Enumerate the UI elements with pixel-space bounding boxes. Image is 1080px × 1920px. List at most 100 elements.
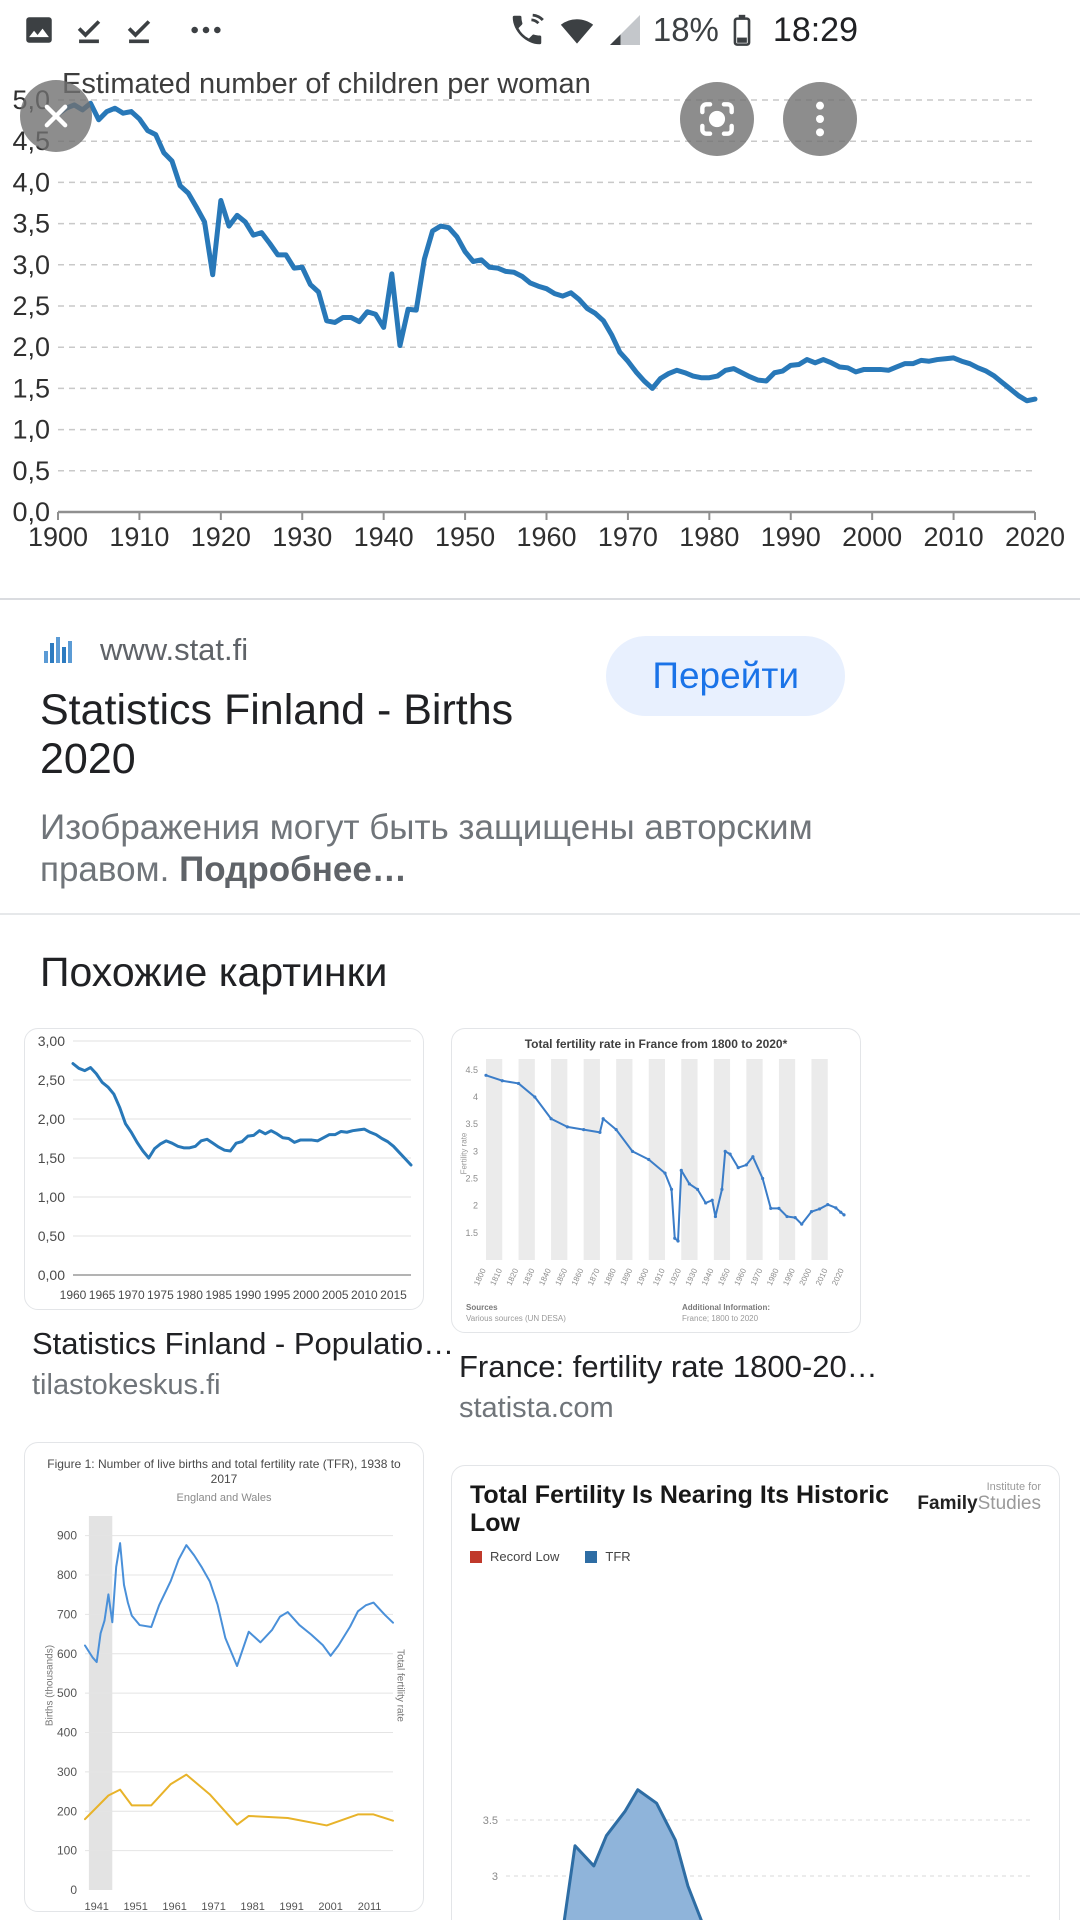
svg-text:1951: 1951: [123, 1901, 147, 1912]
clock: 18:29: [772, 10, 858, 49]
svg-text:1800: 1800: [472, 1267, 488, 1287]
copyright-text: Изображения могут быть защищены авторски…: [40, 807, 813, 889]
svg-text:1810: 1810: [488, 1267, 504, 1287]
svg-text:1975: 1975: [147, 1288, 174, 1302]
card-title: France: fertility rate 1800-20…: [459, 1349, 878, 1385]
thumbnail-card-england[interactable]: Figure 1: Number of live births and tota…: [24, 1442, 424, 1913]
svg-text:1980: 1980: [679, 522, 739, 552]
svg-text:1870: 1870: [586, 1267, 602, 1287]
england-chart-image[interactable]: Figure 1: Number of live births and tota…: [24, 1442, 424, 1913]
card-source: statista.com: [459, 1392, 614, 1425]
google-lens-button[interactable]: [680, 82, 754, 156]
svg-text:3: 3: [473, 1146, 478, 1156]
fertility-chart-image[interactable]: 0,00,51,01,52,02,53,03,54,04,55,01900191…: [0, 60, 1080, 600]
result-panel: www.stat.fi Statistics Finland - Births …: [0, 600, 1080, 913]
france-chart-image[interactable]: 1.5 2 2.5 3 3.5 4 4.5 1800 1810 1820 1830 1840 1850 1…: [451, 1028, 861, 1334]
svg-text:1985: 1985: [205, 1288, 232, 1302]
svg-text:2010: 2010: [924, 522, 984, 552]
svg-text:0,00: 0,00: [38, 1267, 65, 1283]
svg-text:2020: 2020: [830, 1267, 846, 1287]
svg-text:1890: 1890: [619, 1267, 635, 1287]
similar-images-section: Похожие картинки 0,00 0,50 1,00 1,50 2,00 2,5…: [0, 915, 1080, 1920]
svg-text:1995: 1995: [264, 1288, 291, 1302]
svg-text:2,50: 2,50: [38, 1072, 65, 1088]
overflow-menu-button[interactable]: [783, 82, 857, 156]
right-axis-label: Total fertility rate: [394, 1649, 406, 1722]
svg-text:2000: 2000: [798, 1267, 814, 1287]
svg-text:2.5: 2.5: [465, 1174, 478, 1184]
more-details-link[interactable]: Подробнее…: [179, 849, 407, 889]
svg-text:2,5: 2,5: [12, 291, 50, 321]
svg-text:400: 400: [57, 1726, 77, 1740]
similar-images-heading: Похожие картинки: [40, 948, 388, 995]
svg-text:1960: 1960: [732, 1267, 748, 1287]
more-notifications-icon: [191, 26, 221, 34]
site-link[interactable]: www.stat.fi: [40, 628, 560, 672]
similar-grid: 0,00 0,50 1,00 1,50 2,00 2,50 3,00 1960 1965 1970…: [24, 1028, 1080, 1920]
svg-text:1840: 1840: [537, 1267, 553, 1287]
svg-text:1850: 1850: [553, 1267, 569, 1287]
svg-text:3: 3: [492, 1871, 498, 1883]
france-chart-title: Total fertility rate in France from 1800…: [524, 1037, 788, 1052]
svg-text:1990: 1990: [781, 1267, 797, 1287]
svg-text:1940: 1940: [354, 522, 414, 552]
svg-text:1961: 1961: [162, 1901, 186, 1912]
svg-text:0,5: 0,5: [12, 456, 50, 486]
thumbnail-card-france[interactable]: 1.5 2 2.5 3 3.5 4 4.5 1800 1810 1820 1830 1840 1850 1…: [451, 1028, 1060, 1425]
svg-text:200: 200: [57, 1804, 77, 1818]
svg-text:1,0: 1,0: [12, 415, 50, 445]
finland-small-chart-image[interactable]: 0,00 0,50 1,00 1,50 2,00 2,50 3,00 1960 1965 1970…: [24, 1028, 424, 1311]
wifi-icon: [560, 19, 593, 44]
svg-text:1910: 1910: [109, 522, 169, 552]
legend-tfr: TFR: [585, 1549, 631, 1564]
svg-text:0,50: 0,50: [38, 1228, 65, 1244]
svg-text:1830: 1830: [521, 1267, 537, 1287]
svg-text:1900: 1900: [635, 1267, 651, 1287]
svg-text:1930: 1930: [272, 522, 332, 552]
visit-button[interactable]: Перейти: [606, 636, 845, 716]
svg-text:1,5: 1,5: [12, 373, 50, 403]
svg-text:1991: 1991: [279, 1901, 303, 1912]
svg-text:2011: 2011: [358, 1901, 382, 1912]
status-bar: 18% 18:29: [0, 0, 1080, 60]
france-ylabel: Fertility rate: [459, 1132, 469, 1175]
image-viewer[interactable]: 0,00,51,01,52,02,53,03,54,04,55,01900191…: [0, 60, 1080, 600]
svg-text:3,0: 3,0: [12, 250, 50, 280]
thumbnail-card-finland[interactable]: 0,00 0,50 1,00 1,50 2,00 2,50 3,00 1960 1965 1970…: [24, 1028, 454, 1402]
figure-caption: Figure 1: Number of live births and tota…: [47, 1457, 401, 1487]
svg-text:1960: 1960: [60, 1288, 87, 1302]
svg-text:1940: 1940: [700, 1267, 716, 1287]
close-icon: [44, 104, 68, 128]
svg-text:1941: 1941: [84, 1901, 108, 1912]
site-url[interactable]: www.stat.fi: [100, 632, 249, 667]
svg-text:2005: 2005: [322, 1288, 349, 1302]
svg-text:3.5: 3.5: [483, 1815, 498, 1827]
svg-text:0,0: 0,0: [12, 497, 50, 527]
svg-text:1,50: 1,50: [38, 1150, 65, 1166]
svg-text:4.5: 4.5: [465, 1065, 478, 1075]
svg-text:2010: 2010: [351, 1288, 378, 1302]
svg-text:1970: 1970: [118, 1288, 145, 1302]
figure-region: England and Wales: [176, 1492, 272, 1505]
svg-text:1900: 1900: [28, 522, 88, 552]
svg-text:3,5: 3,5: [12, 209, 50, 239]
cellular-signal-icon: [609, 15, 640, 45]
svg-text:100: 100: [57, 1844, 77, 1858]
close-button[interactable]: [20, 80, 92, 152]
svg-text:1920: 1920: [191, 522, 251, 552]
download-complete-icon-2: [127, 20, 151, 44]
system-status-icons: 18% 18:29: [507, 11, 858, 50]
ifs-chart-image[interactable]: Total Fertility Is Nearing Its Historic …: [451, 1465, 1060, 1920]
notification-icons: [22, 13, 226, 47]
svg-text:4: 4: [473, 1092, 478, 1102]
svg-text:1960: 1960: [516, 522, 576, 552]
result-title[interactable]: Statistics Finland - Births 2020: [40, 686, 514, 784]
battery-icon: [733, 14, 751, 46]
thumbnail-card-ifs[interactable]: Total Fertility Is Nearing Its Historic …: [451, 1465, 1060, 1920]
svg-text:1990: 1990: [761, 522, 821, 552]
svg-text:1930: 1930: [684, 1267, 700, 1287]
svg-text:2000: 2000: [842, 522, 902, 552]
legend-swatch-red: [470, 1550, 482, 1563]
svg-text:1981: 1981: [240, 1901, 264, 1912]
